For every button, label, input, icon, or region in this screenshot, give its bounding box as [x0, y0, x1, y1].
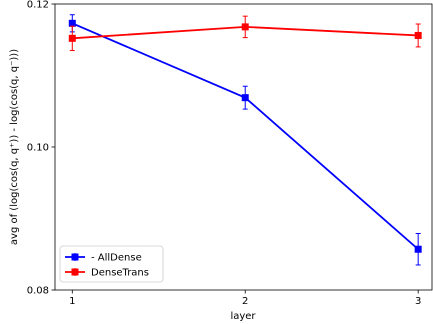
x-tick-label: 2: [242, 296, 248, 307]
legend-label: - AllDense: [91, 253, 142, 264]
legend-frame: [59, 245, 164, 283]
series-line: [71, 22, 419, 250]
y-tick-label: 0.08: [27, 286, 49, 297]
data-point: [68, 34, 76, 42]
x-tick-label: 1: [69, 296, 75, 307]
series-2: [68, 15, 422, 51]
legend-marker: [71, 253, 79, 261]
data-point: [414, 31, 422, 39]
y-tick-label: 0.10: [27, 143, 49, 154]
data-point: [241, 94, 249, 102]
series-1: [68, 14, 422, 266]
data-point: [241, 23, 249, 31]
data-point: [68, 19, 76, 27]
x-tick-label: 3: [415, 296, 421, 307]
data-point: [414, 245, 422, 253]
x-axis-label: layer: [230, 311, 256, 322]
legend-marker: [71, 268, 79, 276]
y-axis-label: avg of (log(cos(q, q⁺)) - log(cos(q, q⁻)…: [9, 49, 20, 245]
y-tick-label: 0.12: [27, 0, 49, 11]
legend: - AllDense DenseTrans: [59, 245, 164, 283]
legend-label: DenseTrans: [91, 268, 149, 279]
plot-marks: [68, 14, 422, 266]
axes: 1 2 3 0.08 0.10 0.12: [27, 0, 422, 307]
